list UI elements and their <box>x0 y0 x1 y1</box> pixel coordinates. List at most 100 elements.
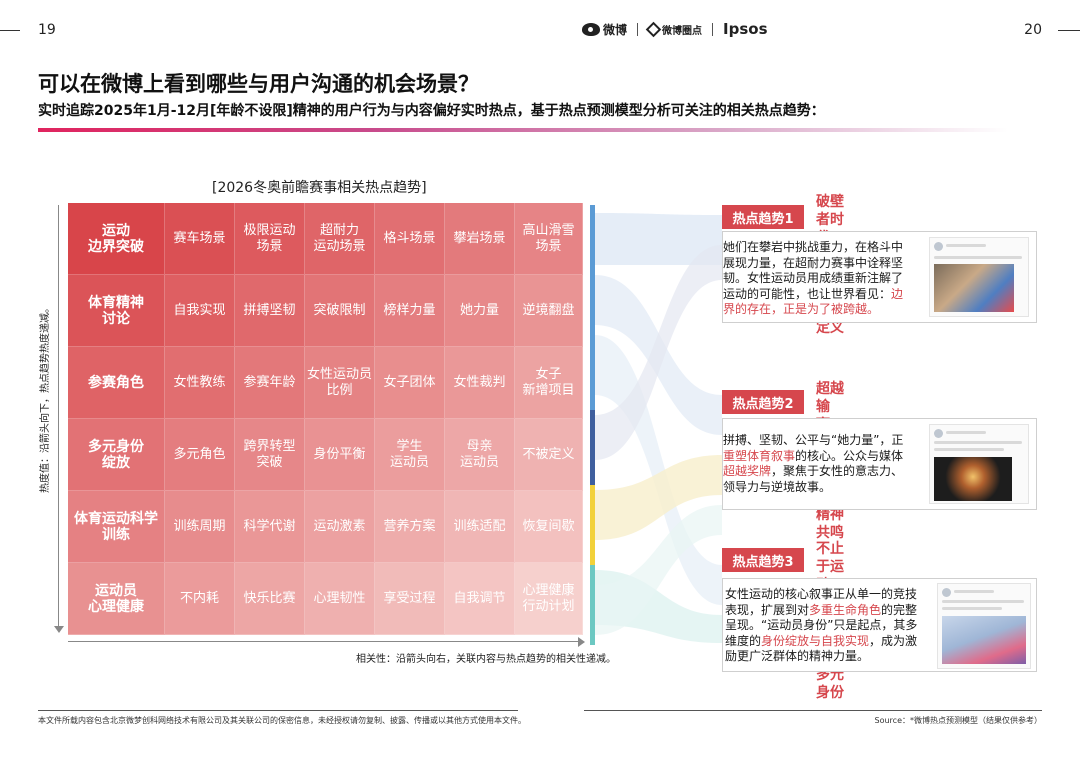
grid-cell: 训练适配 <box>445 491 515 563</box>
diamond-icon <box>645 21 662 37</box>
grid-cell: 攀岩场景 <box>445 203 515 275</box>
grid-cell: 自我调节 <box>445 563 515 635</box>
highlighted-text: 超越奖牌 <box>723 464 772 478</box>
logo-divider <box>712 22 714 36</box>
source-note: Source：*微博热点预测模型（结果仅供参考） <box>874 716 1042 725</box>
grid-cell: 高山滑雪 场景 <box>515 203 583 275</box>
weibo-post-thumbnail <box>937 583 1031 669</box>
grid-cell: 突破限制 <box>305 275 375 347</box>
trend-content-box-2: 拼搏、坚韧、公平与“她力量”，正重塑体育叙事的核心。公众与媒体超越奖牌，聚焦于女… <box>722 418 1037 510</box>
right-arrow-icon <box>578 637 585 647</box>
grid-row-header: 体育运动科学 训练 <box>68 491 165 563</box>
weibo-logo-text: 微博 <box>603 22 628 37</box>
weibo-post-thumbnail <box>929 424 1029 504</box>
grid-cell: 女性教练 <box>165 347 235 419</box>
x-axis-line <box>68 641 578 642</box>
grid-cell: 快乐比赛 <box>235 563 305 635</box>
trend-content-box-1: 她们在攀岩中挑战重力，在格斗中展现力量，在超耐力赛事中诠释坚韧。女性运动员用成绩… <box>722 231 1037 323</box>
post-text-line <box>934 441 1022 444</box>
trend-tag-3: 热点趋势3 <box>722 548 804 572</box>
grid-cell: 心理健康 行动计划 <box>515 563 583 635</box>
highlighted-text: 身份绽放与自我实现 <box>761 633 870 648</box>
trend-text-3: 女性运动的核心叙事正从单一的竞技表现，扩展到对多重生命角色的完整呈现。“运动员身… <box>725 587 921 665</box>
down-arrow-icon <box>54 626 64 633</box>
post-text-line <box>934 256 1022 259</box>
sankey-flow <box>595 505 722 635</box>
ipsos-logo: Ipsos <box>723 20 768 38</box>
weibo-eye-icon <box>582 22 600 36</box>
weibo-logo: 微博 <box>582 21 627 38</box>
body-text: 女性运动的核心叙事正从单一的竞技表现，扩展到对 <box>725 587 918 617</box>
grid-cell: 不内耗 <box>165 563 235 635</box>
grid-cell: 科学代谢 <box>235 491 305 563</box>
grid-cell: 赛车场景 <box>165 203 235 275</box>
grid-cell: 恢复间歇 <box>515 491 583 563</box>
grid-cell: 参赛年龄 <box>235 347 305 419</box>
weibo-circle-logo-text: 微博圈点 <box>662 25 703 37</box>
trend-text-1: 她们在攀岩中挑战重力，在格斗中展现力量，在超耐力赛事中诠释坚韧。女性运动员用成绩… <box>723 240 908 318</box>
post-text-line <box>942 600 1024 603</box>
grid-cell: 学生 运动员 <box>375 419 445 491</box>
logo-divider <box>637 22 639 36</box>
grid-cell: 她力量 <box>445 275 515 347</box>
grid-cell: 跨界转型 突破 <box>235 419 305 491</box>
grid-row-header: 运动 边界突破 <box>68 203 165 275</box>
avatar <box>942 588 951 597</box>
post-text-line <box>942 607 1002 610</box>
highlighted-text: 重塑体育叙事 <box>723 448 796 463</box>
grid-cell: 自我实现 <box>165 275 235 347</box>
body-text: 的核心。公众与媒体 <box>795 448 904 463</box>
sankey-bar-teal <box>590 565 595 645</box>
sankey-flow <box>595 455 722 540</box>
page-number-left: 19 <box>38 22 56 38</box>
body-text: 拼搏、坚韧、公平与“她力量”，正 <box>723 433 904 447</box>
post-text-line <box>954 590 994 593</box>
grid-row-header: 参赛角色 <box>68 347 165 419</box>
body-text: 她们在攀岩中挑战重力，在格斗中展现力量，在超耐力赛事中诠释坚韧。女性运动员用成绩… <box>723 240 904 301</box>
sankey-bar-navy <box>590 410 595 485</box>
grid-cell: 超耐力 运动场景 <box>305 203 375 275</box>
footer-rule-right <box>584 710 1042 711</box>
page-title: 可以在微博上看到哪些与用户沟通的机会场景？ <box>38 72 479 96</box>
grid-cell: 运动激素 <box>305 491 375 563</box>
grid-row-header: 运动员 心理健康 <box>68 563 165 635</box>
sankey-flow <box>595 213 722 265</box>
grid-cell: 女性裁判 <box>445 347 515 419</box>
y-axis-label-text: 热度值：沿箭头向下，热点趋势热度递减。 <box>40 303 51 493</box>
grid-cell: 享受过程 <box>375 563 445 635</box>
sankey-bar-blue <box>590 205 595 410</box>
y-axis-line <box>58 205 59 630</box>
grid-cell: 女子 新增项目 <box>515 347 583 419</box>
grid-cell: 拼搏坚韧 <box>235 275 305 347</box>
post-text-line <box>934 448 1004 451</box>
grid-cell: 心理韧性 <box>305 563 375 635</box>
body-text: ，聚焦于女性的意志力、领导力与逆境故事。 <box>723 464 904 494</box>
x-axis-label: 相关性：沿箭头向右，关联内容与热点趋势的相关性递减。 <box>356 654 616 665</box>
grid-cell: 格斗场景 <box>375 203 445 275</box>
grid-row-header: 体育精神 讨论 <box>68 275 165 347</box>
accent-gradient-bar <box>38 128 1008 132</box>
logo-bar: 微博 微博圈点 Ipsos <box>582 20 768 38</box>
post-text-line <box>946 244 986 247</box>
grid-cell: 不被定义 <box>515 419 583 491</box>
body-text: ，成为激励更广泛群体的精神力量。 <box>725 633 918 664</box>
hot-topic-heat-grid: 运动 边界突破 赛车场景 极限运动 场景 超耐力 运动场景 格斗场景 攀岩场景 高山滑雪 场… <box>68 203 583 635</box>
header-rule-right <box>1058 30 1080 31</box>
trend-flow-sankey <box>590 205 722 645</box>
page-subtitle: 实时追踪2025年1月-12月[年龄不设限]精神的用户行为与内容偏好实时热点，基… <box>38 103 825 119</box>
footer-rule-left <box>38 710 518 711</box>
avatar <box>934 429 943 438</box>
body-text: 的完整呈现。“运动员身份”只是起点，其多维度的 <box>725 602 918 648</box>
weibo-post-thumbnail <box>929 237 1029 317</box>
grid-cell: 女性运动员 比例 <box>305 347 375 419</box>
trend-content-box-3: 女性运动的核心叙事正从单一的竞技表现，扩展到对多重生命角色的完整呈现。“运动员身… <box>722 578 1037 672</box>
grid-cell: 多元角色 <box>165 419 235 491</box>
grid-cell: 女子团体 <box>375 347 445 419</box>
trend-text-2: 拼搏、坚韧、公平与“她力量”，正重塑体育叙事的核心。公众与媒体超越奖牌，聚焦于女… <box>723 433 913 495</box>
grid-cell: 榜样力量 <box>375 275 445 347</box>
page-number-right: 20 <box>1024 22 1042 38</box>
sankey-bar-yellow <box>590 485 595 565</box>
grid-title: [2026冬奥前瞻赛事相关热点趋势] <box>212 180 427 196</box>
athlete-photo <box>934 457 1012 501</box>
athlete-group-photo <box>942 616 1026 664</box>
